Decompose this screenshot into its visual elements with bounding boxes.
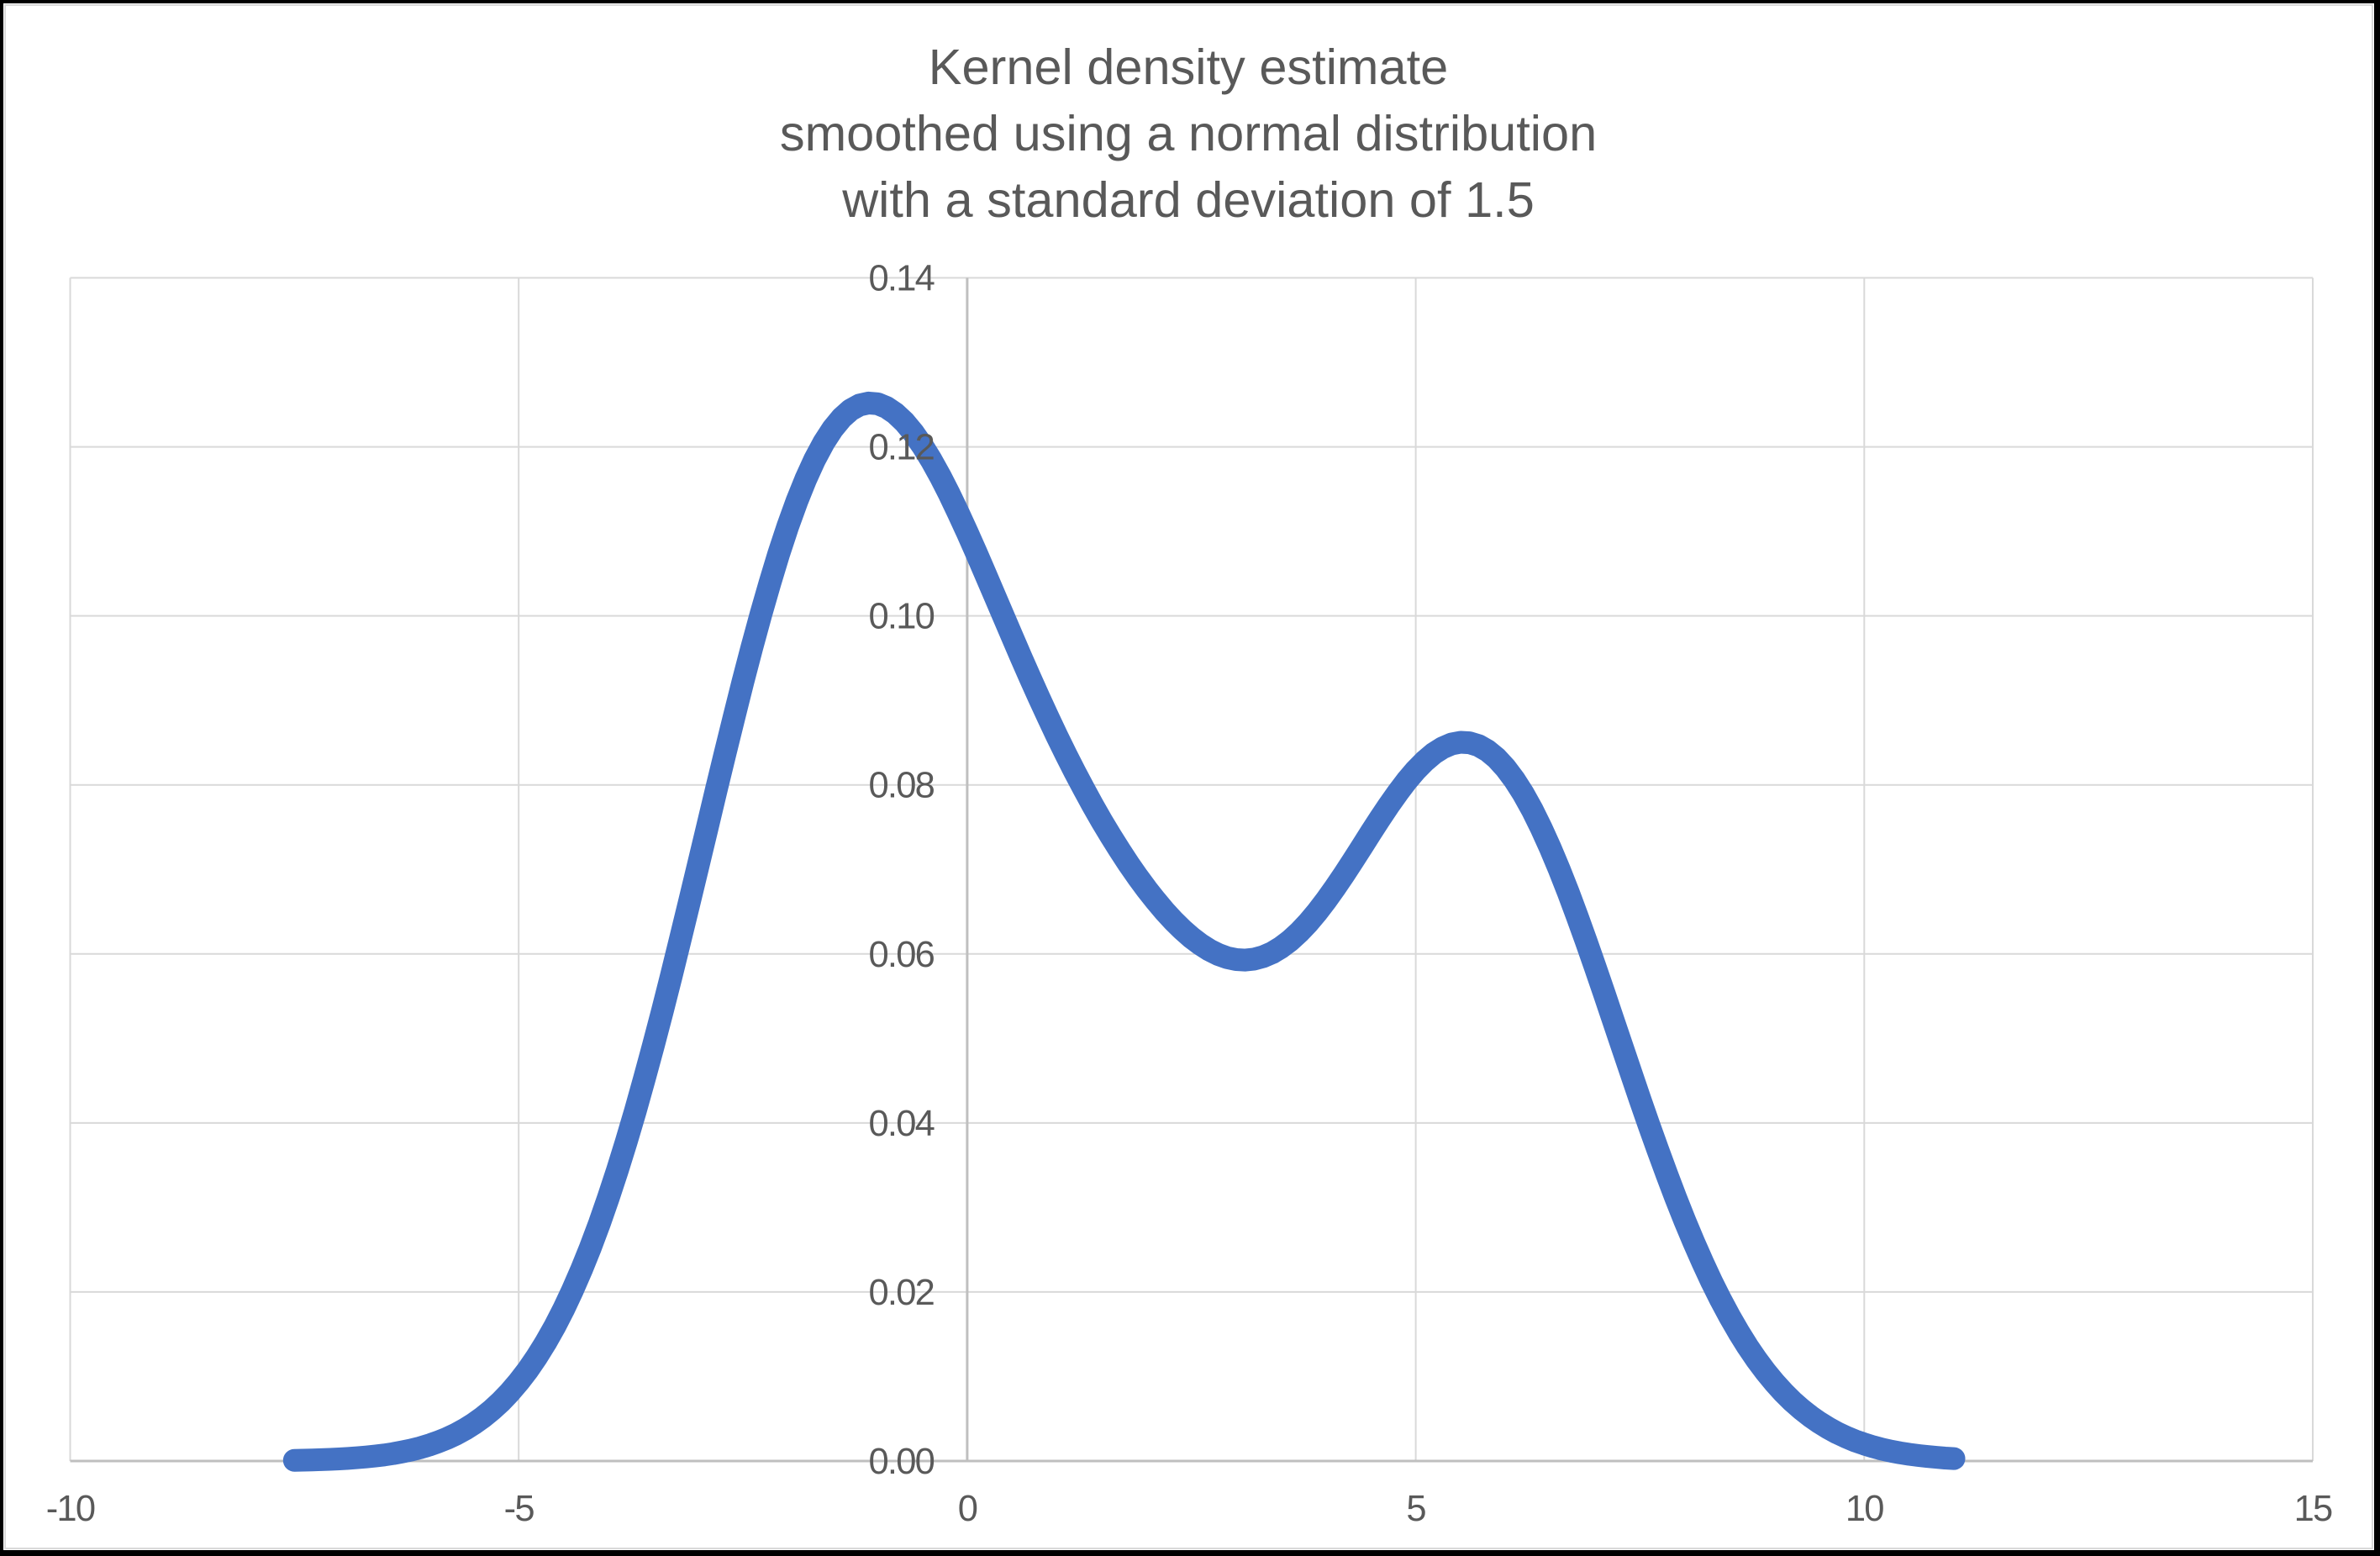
svg-text:10: 10 [1846,1489,1883,1529]
svg-text:0.10: 0.10 [869,597,935,637]
svg-text:5: 5 [1406,1489,1425,1529]
svg-text:0.04: 0.04 [869,1104,935,1144]
svg-text:0.14: 0.14 [869,259,935,299]
svg-text:0.00: 0.00 [869,1442,935,1482]
svg-text:-10: -10 [46,1489,95,1529]
svg-text:0.06: 0.06 [869,935,935,975]
svg-text:0.02: 0.02 [869,1273,934,1313]
svg-text:-5: -5 [504,1489,534,1529]
svg-text:0: 0 [958,1489,977,1529]
svg-text:0.08: 0.08 [869,766,935,806]
svg-text:15: 15 [2294,1489,2332,1529]
svg-text:0.12: 0.12 [869,428,934,468]
